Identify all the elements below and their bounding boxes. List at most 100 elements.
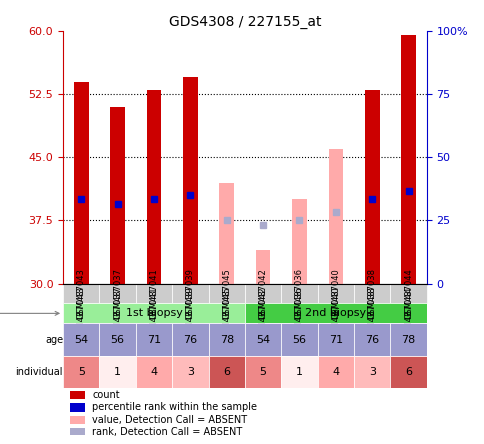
Text: GSM487043: GSM487043 [76,268,86,319]
FancyBboxPatch shape [244,303,426,323]
Bar [219,182,233,284]
Bar [364,90,378,284]
FancyBboxPatch shape [172,356,208,388]
FancyBboxPatch shape [208,323,244,356]
Text: GSM487041: GSM487041 [149,268,158,319]
Text: individual: individual [15,367,63,377]
Text: 56: 56 [110,334,124,345]
Text: 3: 3 [186,367,194,377]
Text: 54: 54 [74,334,88,345]
FancyBboxPatch shape [208,284,244,303]
FancyBboxPatch shape [244,284,281,303]
Text: GSM487038: GSM487038 [367,286,376,341]
Text: 56: 56 [292,334,306,345]
FancyBboxPatch shape [136,356,172,388]
FancyBboxPatch shape [63,284,99,303]
Text: GSM487037: GSM487037 [113,268,122,319]
Title: GDS4308 / 227155_at: GDS4308 / 227155_at [168,15,320,29]
Text: value, Detection Call = ABSENT: value, Detection Call = ABSENT [92,415,247,425]
FancyBboxPatch shape [353,303,390,323]
Text: 76: 76 [364,334,378,345]
Bar [110,107,125,284]
FancyBboxPatch shape [172,284,208,303]
Text: 6: 6 [404,367,411,377]
Bar [70,403,85,412]
FancyBboxPatch shape [317,284,353,303]
FancyBboxPatch shape [208,303,244,323]
FancyBboxPatch shape [63,323,99,356]
Bar [70,428,85,436]
Text: 71: 71 [328,334,342,345]
Text: GSM487038: GSM487038 [367,268,376,319]
FancyBboxPatch shape [136,303,172,323]
FancyBboxPatch shape [281,323,317,356]
Bar [70,391,85,399]
FancyBboxPatch shape [208,356,244,388]
Text: 4: 4 [332,367,339,377]
FancyBboxPatch shape [317,323,353,356]
Text: GSM487044: GSM487044 [403,286,412,341]
Text: 78: 78 [401,334,415,345]
FancyBboxPatch shape [317,356,353,388]
Text: 6: 6 [223,367,230,377]
Bar [146,90,161,284]
Text: GSM487039: GSM487039 [185,268,195,319]
FancyBboxPatch shape [99,303,136,323]
Text: GSM487042: GSM487042 [258,268,267,319]
Text: 71: 71 [147,334,161,345]
Text: 5: 5 [77,367,85,377]
Text: 4: 4 [150,367,157,377]
FancyBboxPatch shape [244,323,281,356]
FancyBboxPatch shape [281,303,317,323]
FancyBboxPatch shape [390,356,426,388]
FancyBboxPatch shape [172,303,208,323]
FancyBboxPatch shape [136,284,172,303]
FancyBboxPatch shape [172,323,208,356]
Text: percentile rank within the sample: percentile rank within the sample [92,402,257,412]
Bar [70,416,85,424]
Text: rank, Detection Call = ABSENT: rank, Detection Call = ABSENT [92,427,242,437]
Text: 54: 54 [256,334,270,345]
FancyBboxPatch shape [317,303,353,323]
FancyBboxPatch shape [99,323,136,356]
FancyBboxPatch shape [390,323,426,356]
Bar [182,77,197,284]
Text: GSM487036: GSM487036 [294,268,303,319]
Bar [291,199,306,284]
FancyBboxPatch shape [353,356,390,388]
FancyBboxPatch shape [244,356,281,388]
Text: GSM487045: GSM487045 [222,286,231,341]
FancyBboxPatch shape [63,303,99,323]
FancyBboxPatch shape [390,303,426,323]
Text: GSM487045: GSM487045 [222,268,231,319]
Text: 1st biopsy: 1st biopsy [125,309,182,318]
FancyBboxPatch shape [136,323,172,356]
FancyBboxPatch shape [353,284,390,303]
Text: 2nd biopsy: 2nd biopsy [304,309,366,318]
Bar [401,35,415,284]
Text: GSM487037: GSM487037 [113,286,122,341]
FancyBboxPatch shape [281,356,317,388]
Text: 1: 1 [295,367,302,377]
Text: GSM487039: GSM487039 [185,286,195,341]
Text: GSM487036: GSM487036 [294,286,303,341]
FancyBboxPatch shape [353,323,390,356]
Text: GSM487044: GSM487044 [403,268,412,319]
Bar [256,250,270,284]
Text: GSM487042: GSM487042 [258,286,267,341]
Text: age: age [45,334,63,345]
Bar [328,149,342,284]
Text: 3: 3 [368,367,375,377]
FancyBboxPatch shape [63,356,99,388]
FancyBboxPatch shape [99,284,136,303]
FancyBboxPatch shape [63,303,244,323]
Text: specimen: specimen [0,309,59,318]
Text: 78: 78 [219,334,233,345]
Text: GSM487043: GSM487043 [76,286,86,341]
FancyBboxPatch shape [244,303,281,323]
Text: count: count [92,390,120,400]
Text: 5: 5 [259,367,266,377]
Text: GSM487040: GSM487040 [331,286,340,341]
FancyBboxPatch shape [281,284,317,303]
Bar [74,82,89,284]
